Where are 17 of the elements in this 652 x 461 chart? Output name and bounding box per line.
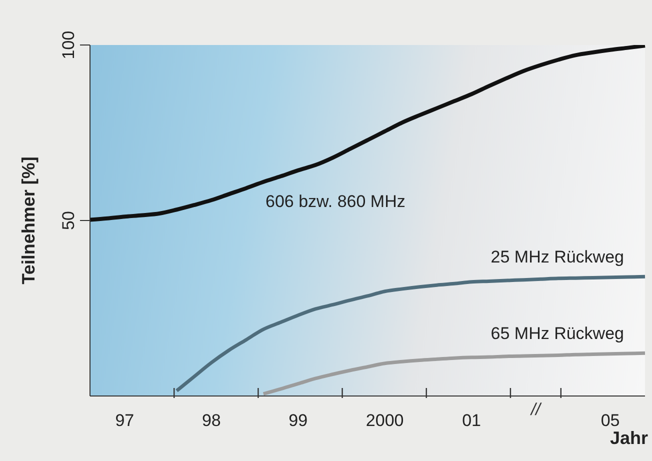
series-label: 65 MHz Rückweg — [490, 324, 624, 344]
line-series — [174, 274, 647, 392]
x-tick-label: 01 — [462, 411, 482, 430]
series-label: 606 bzw. 860 MHz — [266, 192, 406, 212]
series-label: 25 MHz Rückweg — [490, 248, 624, 267]
y-axis-title: Teilnehmer [%] — [18, 156, 38, 284]
line-series — [88, 45, 647, 222]
line-series — [262, 351, 647, 396]
y-tick-label: 100 — [59, 30, 78, 60]
y-tick-label: 50 — [59, 211, 78, 230]
x-tick-label: 05 — [600, 411, 620, 430]
x-tick-label: 98 — [202, 411, 221, 430]
x-tick-label: 99 — [288, 411, 308, 430]
x-tick-label: 2000 — [366, 411, 404, 430]
x-tick-label: 97 — [115, 411, 134, 430]
x-axis-title: Jahr — [610, 428, 648, 449]
text: // — [530, 400, 543, 419]
